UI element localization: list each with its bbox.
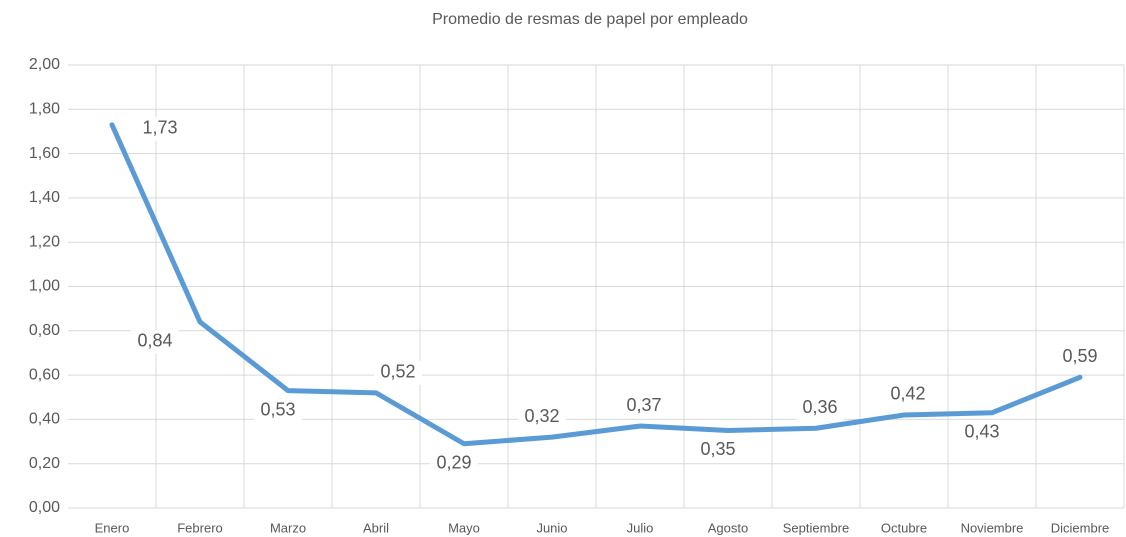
y-tick-label: 0,60 bbox=[29, 366, 60, 383]
y-tick-label: 1,00 bbox=[29, 278, 60, 295]
data-label: 0,59 bbox=[1062, 346, 1097, 366]
data-label: 0,36 bbox=[802, 397, 837, 417]
data-label: 0,32 bbox=[524, 406, 559, 426]
data-label: 0,35 bbox=[700, 439, 735, 459]
data-label: 0,43 bbox=[964, 422, 999, 442]
data-label-bg bbox=[374, 360, 422, 385]
chart-title: Promedio de resmas de papel por empleado bbox=[432, 11, 748, 28]
data-label: 0,42 bbox=[890, 384, 925, 404]
data-label-bg bbox=[620, 394, 668, 419]
x-tick-label: Diciembre bbox=[1051, 520, 1110, 535]
data-line bbox=[109, 122, 1083, 447]
y-tick-label: 1,40 bbox=[29, 189, 60, 206]
data-label-bg bbox=[254, 398, 302, 423]
x-tick-label: Marzo bbox=[270, 520, 306, 535]
data-label: 0,29 bbox=[436, 453, 471, 473]
y-tick-label: 0,40 bbox=[29, 411, 60, 428]
data-label-bg bbox=[694, 438, 742, 463]
data-label-bg bbox=[1056, 345, 1104, 370]
y-tick-label: 0,80 bbox=[29, 322, 60, 339]
data-label: 1,73 bbox=[142, 118, 177, 138]
data-label-bg bbox=[430, 451, 478, 476]
x-tick-label: Julio bbox=[627, 520, 654, 535]
y-tick-label: 0,00 bbox=[29, 499, 60, 516]
data-label-bg bbox=[131, 329, 179, 354]
x-tick-label: Abril bbox=[363, 520, 389, 535]
data-label-bg bbox=[884, 382, 932, 407]
y-tick-label: 0,20 bbox=[29, 455, 60, 472]
x-tick-label: Enero bbox=[95, 520, 130, 535]
x-tick-label: Junio bbox=[536, 520, 567, 535]
y-tick-label: 1,20 bbox=[29, 233, 60, 250]
x-tick-label: Mayo bbox=[448, 520, 480, 535]
x-tick-label: Agosto bbox=[708, 520, 748, 535]
data-label: 0,52 bbox=[380, 362, 415, 382]
y-tick-label: 1,60 bbox=[29, 145, 60, 162]
x-tick-label: Septiembre bbox=[783, 520, 849, 535]
data-label-bg bbox=[518, 405, 566, 430]
x-tick-label: Octubre bbox=[881, 520, 927, 535]
x-tick-label: Febrero bbox=[177, 520, 223, 535]
data-label: 0,84 bbox=[137, 331, 172, 351]
data-label: 0,37 bbox=[626, 395, 661, 415]
data-label-bg bbox=[796, 396, 844, 421]
y-tick-label: 2,00 bbox=[29, 56, 60, 73]
data-label-bg bbox=[958, 420, 1006, 445]
x-tick-label: Noviembre bbox=[961, 520, 1024, 535]
data-label-bg bbox=[136, 116, 184, 141]
data-label: 0,53 bbox=[260, 399, 295, 419]
y-tick-label: 1,80 bbox=[29, 101, 60, 118]
